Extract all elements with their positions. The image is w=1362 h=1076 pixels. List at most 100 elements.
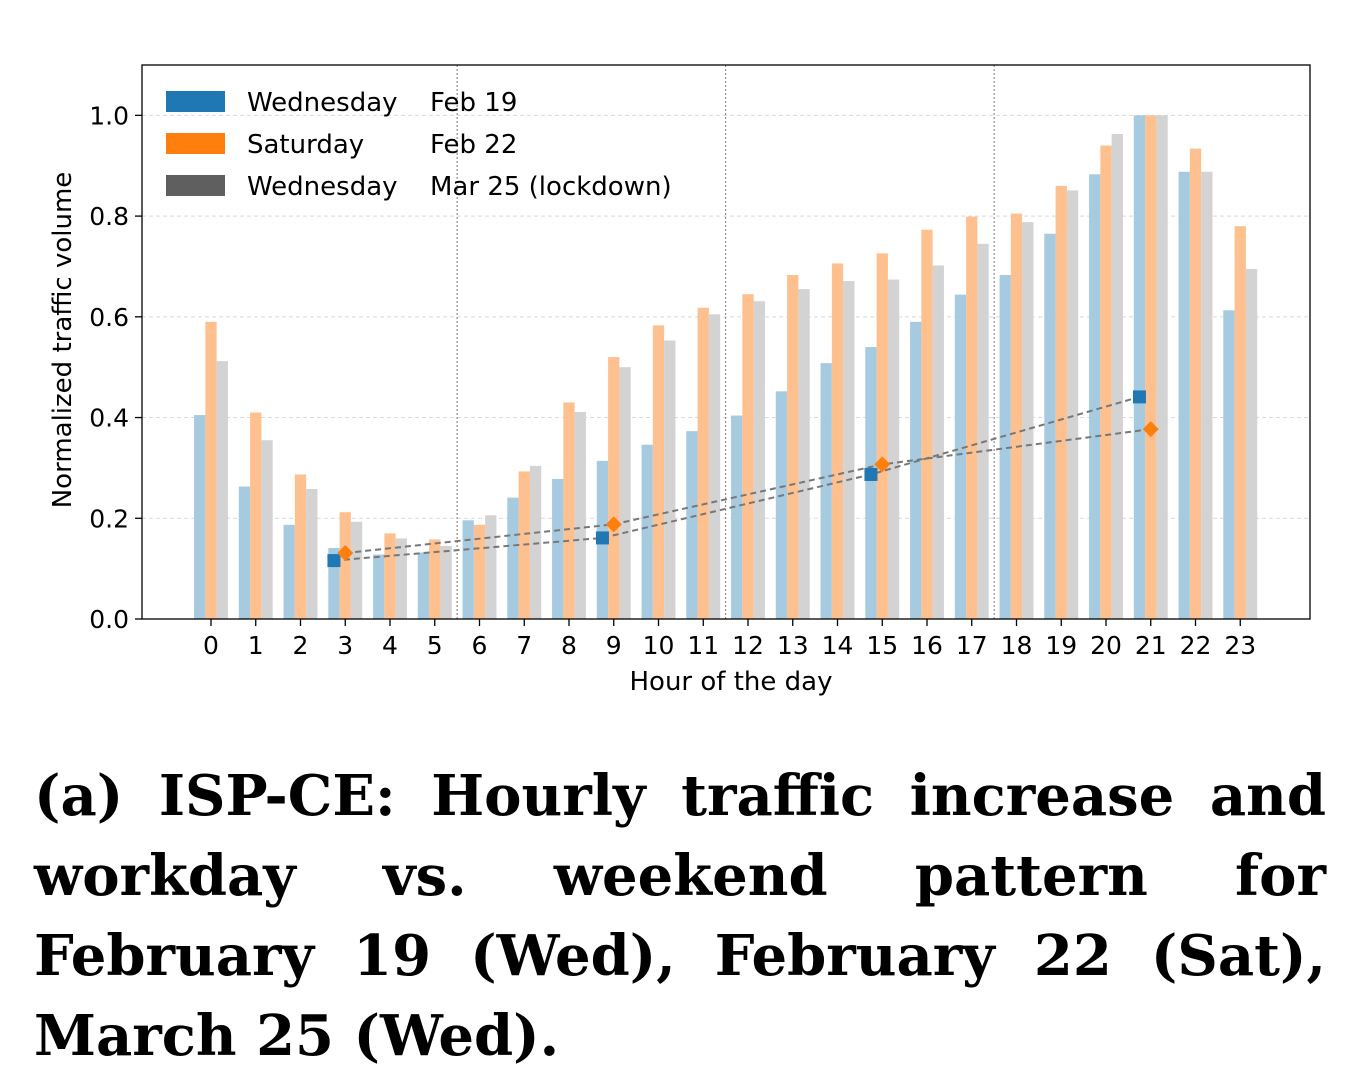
bar-2-hour-9 [619,367,631,619]
x-tick-label: 13 [777,631,809,660]
bar-0-hour-13 [775,391,788,619]
bar-0-hour-8 [552,478,564,619]
bar-2-hour-22 [1201,171,1213,619]
bar-2-hour-14 [843,281,855,619]
bar-1-hour-13 [787,275,799,619]
bar-2-hour-13 [798,289,810,619]
bar-1-hour-10 [652,325,665,619]
bar-0-hour-22 [1178,171,1190,619]
x-tick-label: 6 [472,631,488,660]
trend-line-series-1 [345,428,1151,555]
bar-2-hour-7 [529,465,542,619]
x-tick-label: 0 [203,631,219,660]
x-tick-label: 14 [822,631,854,660]
bar-0-hour-16 [910,321,922,619]
bar-1-hour-5 [429,539,441,619]
x-tick-label: 17 [956,631,988,660]
bar-1-hour-4 [384,533,396,619]
traffic-bar-chart: 0.00.20.40.60.81.00 1 2 3 4 5 6 7 8 9 10 11 12 13 14 15… [48,64,1311,697]
bar-1-hour-8 [563,402,575,619]
legend-name-2: Wednesday [247,172,398,202]
diamond-marker [1142,421,1159,438]
bar-2-hour-21 [1156,115,1168,619]
bar-2-hour-3 [350,521,363,619]
bar-0-hour-1 [238,486,251,619]
x-tick-label: 23 [1224,631,1256,660]
bar-1-hour-17 [966,216,978,619]
bar-1-hour-18 [1010,213,1023,619]
bar-2-hour-4 [395,538,407,619]
legend-swatch-1 [166,133,225,154]
bar-2-hour-2 [306,489,318,619]
bar-0-hour-4 [373,554,385,619]
bar-1-hour-20 [1100,145,1112,619]
chart-container: 0.0 0.2 0.4 0.6 0.8 1.0 0 1 2 3 4 5 6 7 8 9 10 11 12 13 14 15… [48,64,1311,697]
y-tick-label: 0.0 [89,605,129,634]
legend-date-0: Feb 19 [430,88,517,118]
bar-0-hour-15 [865,347,877,619]
bar-0-hour-2 [283,524,295,619]
bar-1-hour-9 [608,357,620,619]
x-tick-label: 16 [911,631,943,660]
bar-1-hour-1 [250,412,262,619]
square-marker [327,554,341,568]
square-marker [595,531,609,545]
vertical-divider-layer [456,65,995,619]
bar-2-hour-1 [261,440,273,619]
bar-0-hour-6 [462,520,474,619]
legend-date-1: Feb 22 [430,130,517,160]
bar-0-hour-12 [731,415,743,619]
legend: Wednesday Feb 19 Saturday Feb 22 Wednesday Ma… [166,88,672,202]
y-tick-label: 1.0 [89,101,129,130]
bar-0-hour-18 [999,275,1011,619]
x-tick-label: 19 [1045,631,1077,660]
bar-0-hour-5 [417,552,430,619]
x-tick-label: 1 [248,631,264,660]
bar-1-hour-0 [205,321,217,619]
bar-0-hour-23 [1223,310,1235,619]
bar-2-hour-0 [216,361,228,619]
plot-frame [141,64,1311,620]
x-tick-label: 11 [687,631,719,660]
diamond-marker [605,516,622,533]
square-marker [864,467,878,481]
bar-0-hour-17 [954,294,967,619]
x-axis-label: Hour of the day [630,667,833,697]
bar-2-hour-10 [664,340,676,619]
bar-1-hour-21 [1145,115,1157,619]
y-tick-label: 0.6 [89,303,129,332]
bar-0-hour-14 [820,363,832,619]
figure-caption: (a) ISP-CE: Hourly traffic increase and … [34,763,1326,1069]
bar-2-hour-18 [1022,222,1034,619]
legend-name-1: Saturday [247,130,364,160]
bar-2-hour-17 [977,243,989,620]
x-tick-label: 10 [643,631,675,660]
bar-1-hour-23 [1234,226,1246,619]
bar-1-hour-22 [1189,148,1202,619]
bar-0-hour-19 [1044,233,1056,619]
bar-2-hour-20 [1111,133,1123,620]
bar-1-hour-2 [294,474,307,619]
bar-1-hour-6 [473,524,486,619]
bar-layer [194,115,1258,620]
square-marker [1132,390,1146,404]
bar-2-hour-19 [1066,190,1079,619]
x-tick-label: 22 [1180,631,1212,660]
bar-0-hour-21 [1133,115,1146,619]
bar-0-hour-10 [641,444,653,619]
y-tick-label: 0.4 [89,404,129,433]
x-tick-label: 4 [382,631,398,660]
x-tick-label: 7 [516,631,532,660]
bar-0-hour-7 [507,497,519,619]
bar-0-hour-3 [328,547,340,619]
bar-2-hour-11 [708,314,721,619]
legend-name-0: Wednesday [247,88,398,118]
diamond-marker [337,545,354,562]
legend-date-2: Mar 25 (lockdown) [430,172,672,202]
bar-1-hour-15 [876,253,888,620]
axis-layer: 0.00.20.40.60.81.00 1 2 3 4 5 6 7 8 9 10 11 12 13 14 15… [89,101,1256,660]
bar-1-hour-11 [697,307,709,619]
bar-1-hour-14 [831,263,844,619]
bar-1-hour-3 [339,512,351,619]
bar-0-hour-20 [1089,174,1101,619]
